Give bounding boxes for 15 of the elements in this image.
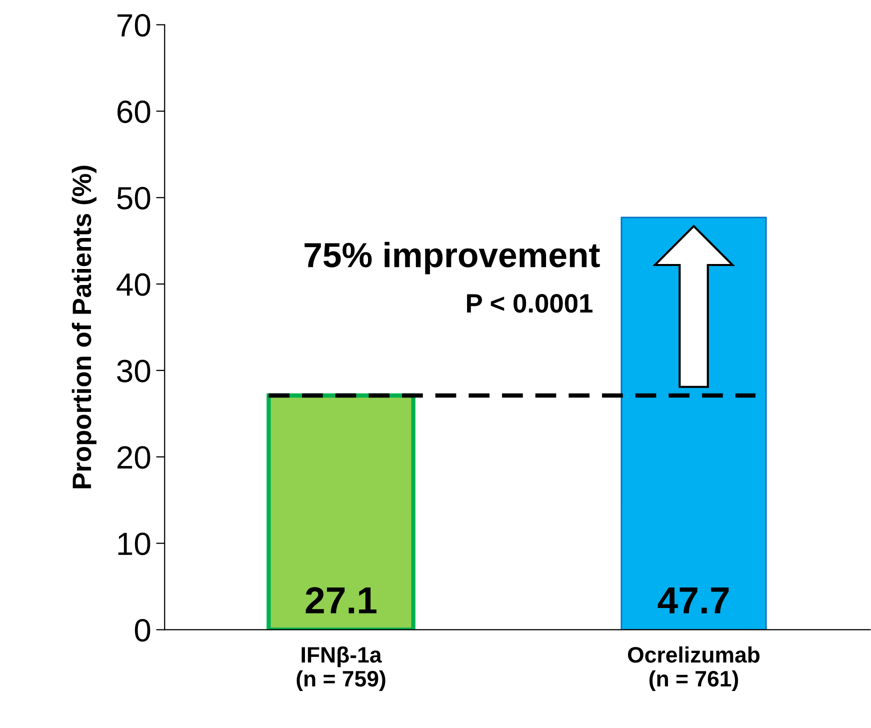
data-label: 27.1 [306,587,376,614]
y-tick-label: 30 [117,360,150,382]
y-tick-label: 40 [116,273,150,296]
x-tick-label: IFNβ-1a (n = 759) [296,646,386,692]
annotation: 75% improvement [304,242,600,274]
y-tick-label: 50 [117,186,150,210]
x-tick-label: Ocrelizumab (n = 761) [628,646,760,692]
y-tick-label: 70 [118,14,150,37]
y-tick-label: 60 [118,100,150,124]
annotation: P < 0.0001 [467,294,592,313]
y-axis-title: Proportion of Patients (%) [72,166,96,488]
y-tick-label: 20 [118,446,150,469]
data-label: 47.7 [658,587,729,614]
y-tick-label: 10 [118,532,150,556]
y-tick-label: 0 [134,618,150,642]
